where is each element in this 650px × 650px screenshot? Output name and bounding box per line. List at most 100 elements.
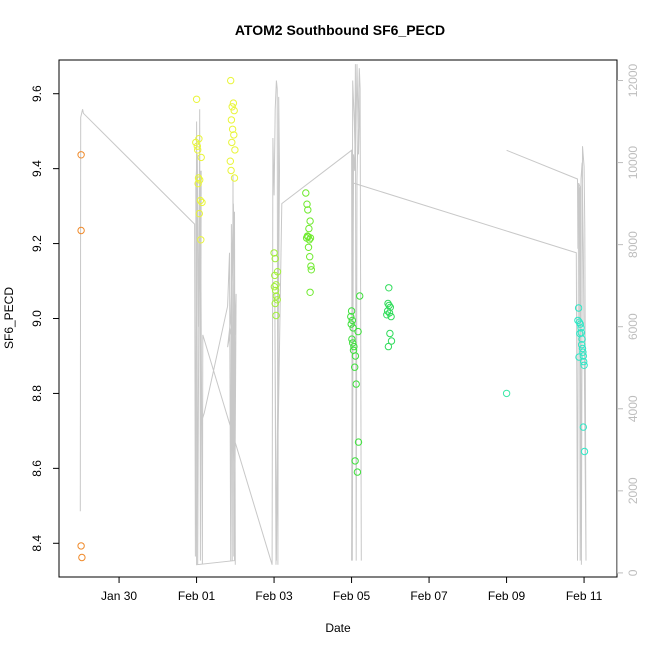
data-point	[579, 423, 587, 431]
data-point	[347, 307, 356, 315]
data-point	[353, 468, 362, 476]
data-point	[351, 352, 360, 360]
data-point	[351, 363, 359, 371]
data-point	[574, 304, 583, 312]
data-point	[196, 196, 205, 205]
x-axis-label: Date	[325, 621, 351, 635]
data-point	[386, 329, 394, 338]
data-point	[306, 288, 314, 296]
data-point	[271, 286, 280, 295]
data-point	[195, 209, 204, 218]
data-point	[580, 361, 588, 369]
data-point	[580, 447, 589, 456]
x-tick-label: Jan 30	[101, 589, 137, 603]
y-tick-label: 8.4	[30, 535, 44, 552]
data-point	[228, 125, 237, 134]
data-point	[230, 106, 238, 115]
x-tick-label: Feb 07	[410, 589, 448, 603]
data-point	[351, 457, 359, 465]
data-point	[194, 174, 203, 182]
y2-tick-label: 10000	[626, 146, 640, 180]
data-point	[272, 292, 281, 300]
data-point	[271, 254, 279, 263]
plot-frame	[58, 59, 618, 578]
data-point	[77, 226, 85, 235]
data-point	[273, 296, 281, 304]
data-point	[579, 352, 587, 360]
data-point	[77, 542, 85, 550]
x-tick-label: Feb 09	[488, 589, 526, 603]
data-point	[575, 353, 583, 361]
data-point	[271, 271, 279, 280]
y2-tick-label: 12000	[626, 63, 640, 97]
y-tick-label: 9.0	[30, 310, 44, 327]
data-point	[305, 224, 313, 233]
altitude-line	[79, 64, 587, 566]
data-point	[78, 553, 86, 562]
data-point	[354, 327, 362, 336]
data-point	[305, 236, 313, 244]
y-tick-label: 9.4	[30, 160, 44, 177]
data-point	[198, 198, 206, 207]
data-point	[196, 176, 204, 184]
x-tick-label: Feb 11	[566, 589, 603, 603]
data-point	[194, 146, 202, 154]
y-tick-label: 8.8	[30, 385, 44, 402]
data-point	[352, 380, 360, 388]
data-point	[306, 253, 314, 261]
data-point	[347, 312, 355, 321]
data-point	[356, 292, 364, 300]
data-point	[304, 206, 312, 214]
data-point	[576, 320, 584, 328]
data-point	[229, 99, 238, 107]
data-point	[579, 348, 587, 356]
data-point	[387, 312, 395, 321]
data-point	[348, 316, 356, 325]
data-point	[272, 281, 280, 289]
x-tick-label: Feb 03	[255, 589, 293, 603]
data-point	[194, 179, 202, 188]
data-point	[302, 189, 310, 197]
data-point	[577, 324, 585, 332]
data-point	[195, 135, 203, 143]
y2-tick-label: 0	[626, 569, 640, 576]
data-point	[230, 131, 238, 139]
y-tick-label: 9.6	[30, 85, 44, 102]
data-point	[348, 335, 356, 343]
data-point	[349, 324, 357, 332]
data-point	[228, 138, 236, 147]
y2-tick-label: 4000	[626, 395, 640, 422]
x-tick-label: Feb 01	[178, 589, 216, 603]
data-point	[580, 357, 588, 366]
data-point	[77, 151, 85, 159]
data-point	[272, 311, 280, 320]
data-point	[303, 200, 311, 208]
data-point	[578, 344, 587, 353]
data-point	[227, 166, 235, 175]
altitude-series	[79, 64, 587, 566]
y2-tick-label: 2000	[626, 477, 640, 504]
data-point	[304, 243, 313, 252]
y-tick-label: 9.2	[30, 235, 44, 252]
x-tick-label: Feb 05	[333, 589, 371, 603]
data-point	[228, 103, 236, 111]
data-point	[385, 284, 393, 292]
data-point	[574, 316, 582, 325]
data-point	[227, 76, 235, 85]
data-point	[354, 438, 363, 446]
y2-tick-label: 8000	[626, 231, 640, 258]
scatter-points	[77, 76, 589, 562]
data-point	[306, 234, 315, 242]
y-axis-label: SF6_PECD	[2, 287, 16, 349]
data-point	[197, 236, 205, 244]
data-point	[226, 157, 235, 165]
data-point	[270, 283, 279, 291]
data-point	[192, 95, 201, 104]
data-point	[387, 337, 396, 345]
data-point	[578, 335, 586, 343]
data-point	[306, 217, 314, 225]
data-point	[578, 341, 586, 349]
data-point	[347, 320, 355, 328]
